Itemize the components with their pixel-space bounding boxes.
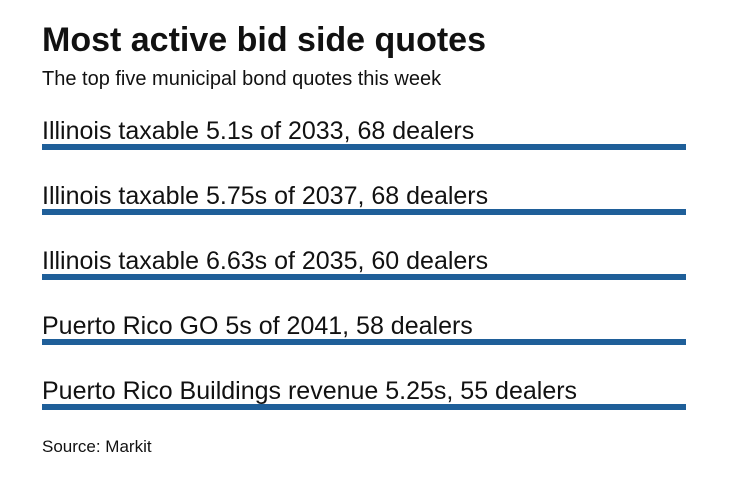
bar-row: Illinois taxable 6.63s of 2035, 60 deale… [42,240,686,305]
chart-title: Most active bid side quotes [42,21,486,59]
bar-chart: Illinois taxable 5.1s of 2033, 68 dealer… [42,110,686,435]
bar [42,274,686,280]
bar-row: Illinois taxable 5.75s of 2037, 68 deale… [42,175,686,240]
bar [42,144,686,150]
bar-row: Puerto Rico GO 5s of 2041, 58 dealers [42,305,686,370]
bar-row: Illinois taxable 5.1s of 2033, 68 dealer… [42,110,686,175]
bar-label: Illinois taxable 6.63s of 2035, 60 deale… [42,247,489,275]
bar [42,404,686,410]
bar-label: Puerto Rico Buildings revenue 5.25s, 55 … [42,377,578,405]
source-note: Source: Markit [42,437,152,456]
bar [42,339,686,345]
chart-subtitle: The top five municipal bond quotes this … [42,68,442,90]
bar-label: Illinois taxable 5.75s of 2037, 68 deale… [42,182,489,210]
bar-row: Puerto Rico Buildings revenue 5.25s, 55 … [42,370,686,435]
bar-label: Illinois taxable 5.1s of 2033, 68 dealer… [42,117,475,145]
bar-label: Puerto Rico GO 5s of 2041, 58 dealers [42,312,473,340]
bar [42,209,686,215]
